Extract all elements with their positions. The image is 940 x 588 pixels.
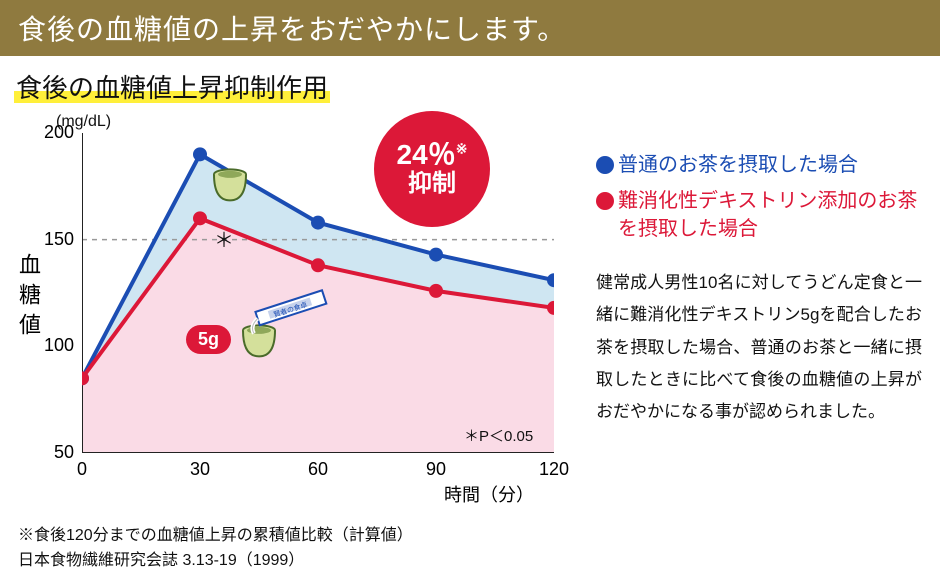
- chart-column: (mg/dL) 血糖値: [0, 113, 592, 513]
- right-column: 普通のお茶を摂取した場合 難消化性デキストリン添加のお茶を摂取した場合 健常成人…: [592, 113, 922, 513]
- footnote: ※食後120分までの血糖値上昇の累積値比較（計算値） 日本食物繊維研究会誌 3.…: [18, 523, 413, 574]
- teacup-icon: [214, 169, 246, 200]
- legend-dot-icon: [596, 156, 614, 174]
- banner-title: 食後の血糖値の上昇をおだやかにします。: [0, 0, 940, 56]
- subtitle-row: 食後の血糖値上昇抑制作用: [14, 68, 940, 105]
- content: (mg/dL) 血糖値: [0, 113, 940, 513]
- footnote-line2: 日本食物繊維研究会誌 3.13-19（1999）: [18, 548, 413, 574]
- legend-red-text: 難消化性デキストリン添加のお茶を摂取した場合: [618, 187, 922, 243]
- p-value: ＊P＜0.05: [464, 425, 533, 446]
- asterisk: ＊: [214, 224, 234, 253]
- legend-dot-icon: [596, 192, 614, 210]
- legend-red: 難消化性デキストリン添加のお茶を摂取した場合: [596, 187, 922, 243]
- x-axis-label: 時間（分）: [444, 481, 534, 507]
- badge-label: 抑制: [408, 171, 456, 197]
- description-text: 健常成人男性10名に対してうどん定食と一緒に難消化性デキストリン5gを配合したお…: [596, 267, 922, 428]
- chart-wrap: (mg/dL) 血糖値: [18, 113, 578, 513]
- subtitle: 食後の血糖値上昇抑制作用: [14, 73, 330, 103]
- badge-percent: 24％※: [397, 140, 468, 171]
- legend-blue-text: 普通のお茶を摂取した場合: [618, 151, 858, 179]
- footnote-line1: ※食後120分までの血糖値上昇の累積値比較（計算値）: [18, 523, 413, 549]
- y-axis-label: 血糖値: [12, 253, 44, 343]
- suppression-badge: 24％※ 抑制: [374, 111, 490, 227]
- legend-blue: 普通のお茶を摂取した場合: [596, 151, 922, 179]
- dose-pill: 5g: [186, 325, 231, 354]
